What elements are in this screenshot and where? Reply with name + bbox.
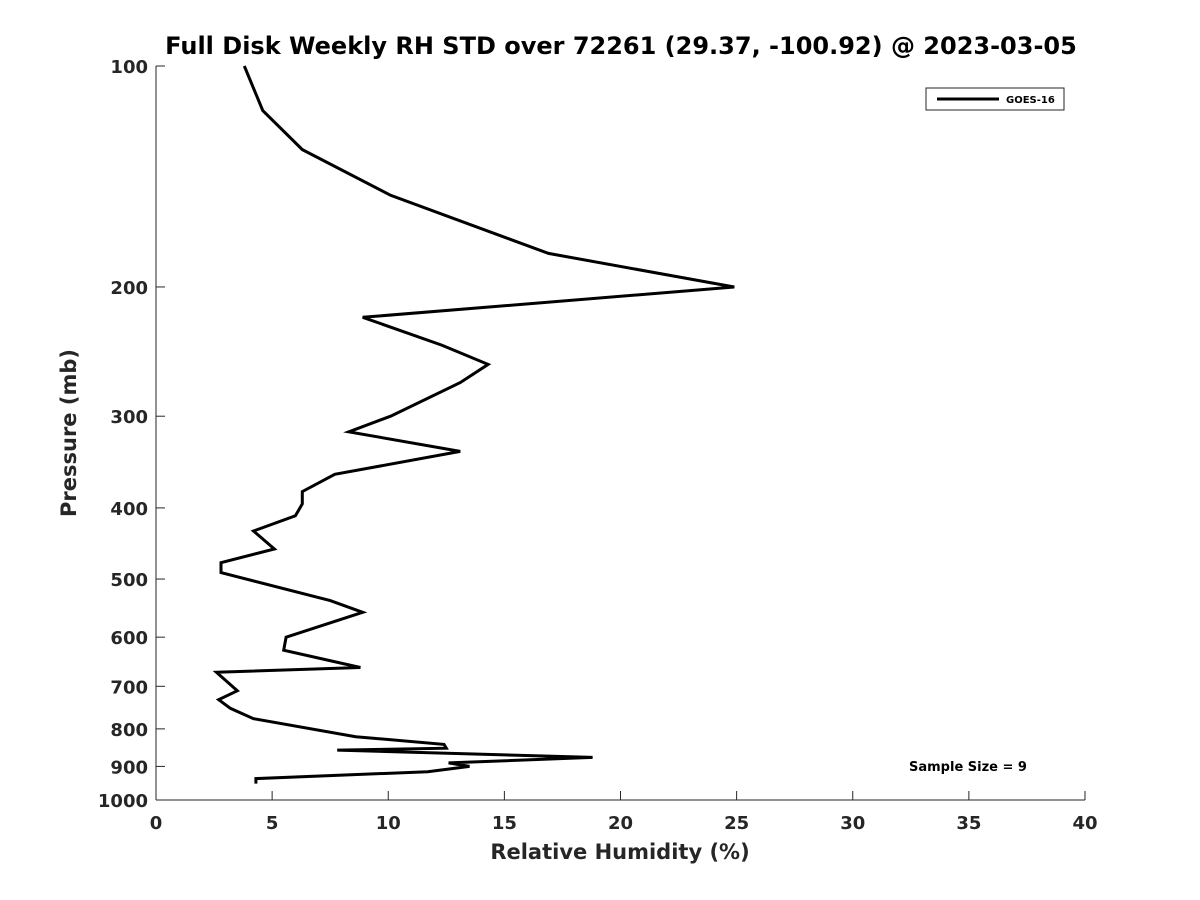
x-ticks: 0 5 10 15 20 25 30 35 40 [150, 791, 1098, 834]
x-tick-label: 30 [840, 813, 865, 834]
x-axis-label: Relative Humidity (%) [490, 840, 749, 864]
y-tick-label: 600 [110, 628, 148, 649]
x-tick-label: 20 [608, 813, 633, 834]
legend-label-goes-16: GOES-16 [1006, 95, 1055, 106]
x-tick-label: 5 [266, 813, 279, 834]
y-tick-label: 500 [110, 570, 148, 591]
axes [155, 66, 1085, 801]
y-tick-label: 100 [110, 57, 148, 78]
y-tick-label: 800 [110, 720, 148, 741]
y-tick-label: 200 [110, 278, 148, 299]
y-tick-label: 300 [110, 407, 148, 428]
x-tick-label: 35 [956, 813, 981, 834]
chart-title: Full Disk Weekly RH STD over 72261 (29.3… [165, 32, 1077, 60]
x-tick-label: 10 [376, 813, 401, 834]
y-tick-label: 400 [110, 499, 148, 520]
y-axis-label: Pressure (mb) [57, 349, 81, 517]
series-line-goes-16 [212, 65, 735, 784]
x-tick-label: 15 [492, 813, 517, 834]
sample-size-annotation: Sample Size = 9 [909, 760, 1027, 775]
x-tick-label: 25 [724, 813, 749, 834]
y-tick-label: 1000 [98, 791, 148, 812]
y-ticks: 100 200 300 400 500 600 700 800 900 1000 [98, 57, 165, 812]
x-tick-label: 0 [150, 813, 163, 834]
y-tick-label: 900 [110, 757, 148, 778]
series-group [212, 65, 735, 784]
y-tick-label: 700 [110, 677, 148, 698]
x-tick-label: 40 [1072, 813, 1097, 834]
legend: GOES-16 [925, 87, 1065, 111]
